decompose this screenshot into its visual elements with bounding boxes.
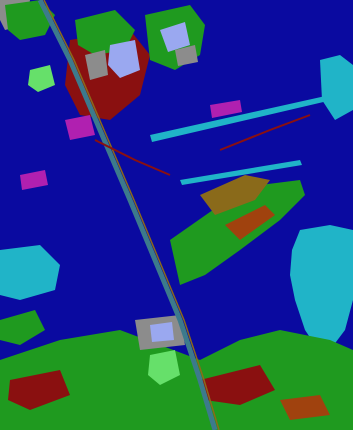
dark-red-south-1	[8, 370, 70, 410]
dry-crop-band-center	[200, 175, 270, 215]
main-road-edge	[43, 0, 220, 430]
urban-bright-north	[108, 40, 140, 78]
cyan-stripe-1	[150, 95, 332, 142]
bare-soil-band-center	[225, 205, 275, 240]
red-streak-1	[94, 139, 171, 176]
red-streak-2	[219, 114, 311, 151]
dark-red-south-2	[200, 365, 275, 405]
magenta-patch-2	[20, 170, 48, 190]
bare-soil-south	[280, 395, 330, 420]
main-road	[37, 0, 218, 430]
built-gray-north	[85, 50, 108, 80]
light-green-south	[148, 350, 180, 385]
urban-bright-north-center	[160, 22, 190, 52]
vegetation-west	[0, 310, 45, 345]
cyan-stripe-2	[180, 160, 302, 185]
built-gray-north-center	[175, 45, 198, 66]
magenta-patch-3	[210, 100, 242, 118]
urban-bright-south	[150, 322, 174, 342]
cyan-region-northeast	[320, 55, 353, 120]
cyan-region-east	[290, 225, 353, 350]
magenta-patch-1	[65, 115, 95, 140]
cyan-west-patch	[0, 245, 60, 300]
vegetation-south	[0, 330, 353, 430]
light-green-topleft	[28, 65, 55, 92]
